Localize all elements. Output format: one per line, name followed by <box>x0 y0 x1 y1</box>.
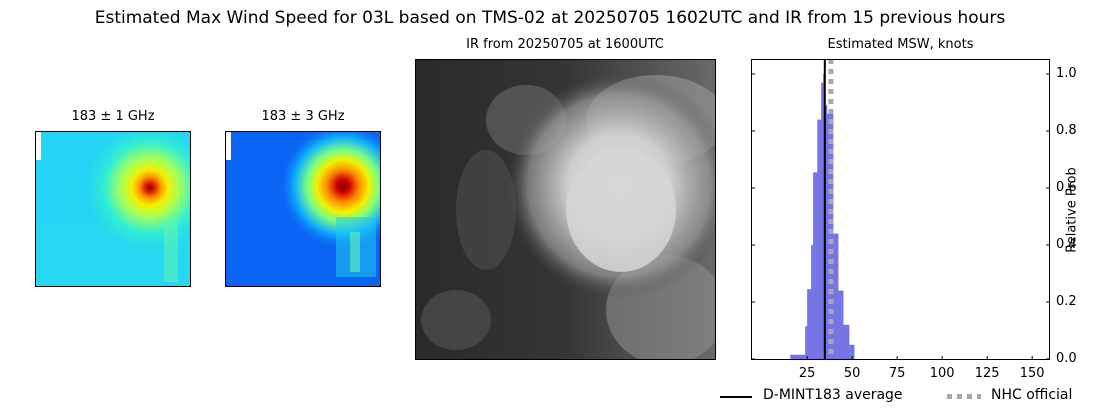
histogram-bar <box>813 172 818 359</box>
histogram-bar <box>833 233 839 359</box>
mw1-title: 183 ± 1 GHz <box>71 109 155 124</box>
ir-title: IR from 20250705 at 1600UTC <box>466 37 664 52</box>
y-tick-label: 0.6 <box>1056 180 1077 195</box>
legend-solid-line-icon <box>720 396 752 398</box>
histogram-bar <box>821 82 824 360</box>
legend-label-nhc: NHC official <box>991 387 1073 403</box>
y-tick-label: 0.4 <box>1056 237 1077 252</box>
y-tick-label: 0.2 <box>1056 294 1077 309</box>
histogram-chart <box>751 59 1050 360</box>
ir-satellite-image <box>416 60 715 359</box>
hist-title: Estimated MSW, knots <box>827 37 974 52</box>
mw1-image <box>35 131 191 287</box>
ir-image <box>415 59 716 360</box>
legend-label-average: D-MINT183 average <box>763 387 903 403</box>
histogram-bar <box>843 324 850 359</box>
mw3-title: 183 ± 3 GHz <box>261 109 345 124</box>
x-tick-label: 100 <box>929 366 955 381</box>
histogram-bar <box>849 344 855 359</box>
histogram-bar <box>817 119 822 359</box>
y-tick-label: 1.0 <box>1056 66 1077 81</box>
x-tick-label: 125 <box>974 366 1000 381</box>
histogram-plot <box>751 59 1050 360</box>
histogram-bar <box>826 113 834 360</box>
histogram-bar <box>805 326 808 359</box>
mw3-heatmap <box>226 132 380 286</box>
histogram-bar <box>807 289 812 359</box>
y-tick-label: 0.8 <box>1056 123 1077 138</box>
legend: D-MINT183 average NHC official <box>720 387 1100 407</box>
x-tick-label: 50 <box>843 366 861 381</box>
histogram-bar <box>811 245 814 359</box>
histogram-bar <box>838 290 844 359</box>
figure-title: Estimated Max Wind Speed for 03L based o… <box>94 8 1006 28</box>
y-axis-tick-labels: 0.0 0.2 0.4 0.6 0.8 1.0 <box>1056 59 1096 366</box>
legend-dotted-line-icon <box>947 394 981 399</box>
x-tick-label: 75 <box>888 366 906 381</box>
histogram-bar <box>790 354 806 359</box>
x-tick-label: 25 <box>798 366 816 381</box>
x-tick-label: 150 <box>1019 366 1045 381</box>
plot-frame <box>751 59 1050 360</box>
y-axis-label: Relative Prob <box>1064 167 1080 253</box>
mw1-heatmap <box>36 132 190 286</box>
histogram-bar <box>825 105 828 359</box>
y-tick-label: 0.0 <box>1056 351 1077 366</box>
mw3-image <box>225 131 381 287</box>
x-axis-tick-labels: 25 50 75 100 125 150 <box>751 366 1050 384</box>
